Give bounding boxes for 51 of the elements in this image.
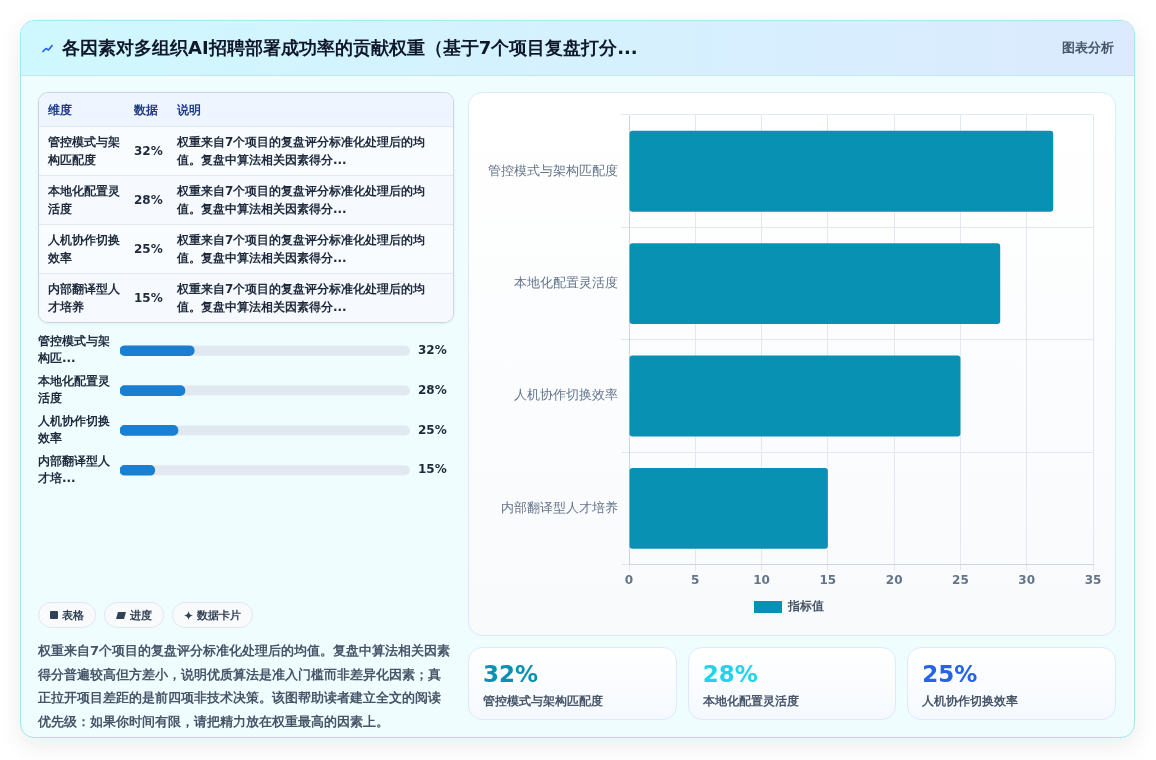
- y-tick-label: 管控模式与架构匹配度: [488, 162, 618, 178]
- text: 28%: [134, 192, 164, 209]
- x-tick-label: 35: [1084, 572, 1102, 587]
- data-label: 28%: [418, 382, 447, 397]
- data-label: 25%: [418, 422, 447, 437]
- bar: [120, 425, 179, 436]
- text: 权重来自7个项目的复盘评分标准化处理后的均值。复盘中算法相关因素得分...: [177, 183, 427, 218]
- y-tick-label: 本地化配置灵活度: [514, 274, 618, 290]
- legend-label: 指标值: [787, 599, 824, 614]
- y-tick-label: 本地化配置灵活度: [37, 374, 110, 406]
- bar: [120, 385, 186, 396]
- text: 数据卡片: [197, 607, 241, 623]
- x-tick-label: 20: [885, 572, 903, 587]
- y-tick-label: 管控模式与架构匹...: [37, 334, 110, 366]
- y-tick-label: 人机协作切换效率: [514, 387, 618, 403]
- x-tick-label: 25: [952, 572, 969, 587]
- text: 32%: [483, 660, 540, 688]
- text: 表格: [62, 607, 84, 623]
- text: 说明: [177, 101, 202, 119]
- text: 本地化配置灵活度: [702, 693, 800, 710]
- y-tick-label: 人机协作切换效率: [37, 414, 110, 445]
- bar: [629, 243, 1001, 325]
- text: 维度: [47, 101, 73, 119]
- x-tick-label: 0: [624, 572, 634, 587]
- y-tick-label: 内部翻译型人才培养: [501, 499, 618, 515]
- text: 15%: [134, 290, 164, 307]
- text: 进度: [130, 607, 152, 623]
- x-tick-label: 5: [691, 572, 700, 587]
- text: 25%: [922, 660, 979, 688]
- bar: [120, 464, 156, 476]
- text: 权重来自7个项目的复盘评分标准化处理后的均值。复盘中算法相关因素得分普遍较高但方差小，说明优质算法是准入门槛而非差异化因素；真正拉开项目差距的是前四项非技术决策。该图帮助读者建立全文的阅读优先级：如果你时间有限，请把精力放在权重最高的因素上。: [38, 642, 452, 731]
- bar: [629, 130, 1054, 212]
- bar: [629, 467, 828, 549]
- text: 权重来自7个项目的复盘评分标准化处理后的均值。复盘中算法相关因素得分...: [177, 134, 427, 169]
- y-tick-label: 内部翻译型人才培...: [37, 454, 111, 485]
- data-label: 15%: [418, 462, 447, 477]
- data-label: 32%: [418, 342, 447, 357]
- x-tick-label: 30: [1018, 572, 1036, 587]
- text: 人机协作切换效率: [922, 693, 1020, 710]
- text: 25%: [134, 241, 164, 258]
- text: 权重来自7个项目的复盘评分标准化处理后的均值。复盘中算法相关因素得分...: [177, 281, 427, 316]
- text: 管控模式与架构匹配度: [483, 693, 604, 710]
- text: 各因素对多组织AI招聘部署成功率的贡献权重（基于7个项目复盘打分...: [62, 36, 639, 60]
- text: 32%: [134, 143, 164, 160]
- text: 28%: [702, 660, 759, 688]
- x-tick-label: 10: [753, 572, 770, 587]
- x-tick-label: 15: [819, 572, 837, 587]
- bar: [629, 355, 961, 437]
- text: 权重来自7个项目的复盘评分标准化处理后的均值。复盘中算法相关因素得分...: [177, 232, 427, 267]
- text: 图表分析: [1062, 39, 1114, 57]
- text: 数据: [134, 101, 159, 119]
